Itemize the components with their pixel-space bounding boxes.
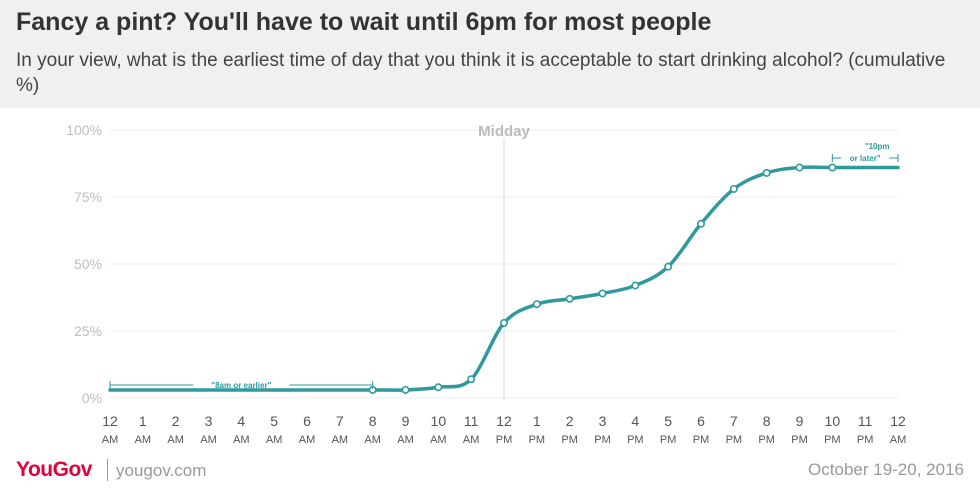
x-tick-period: PM <box>561 434 578 446</box>
data-point <box>729 184 738 193</box>
x-tick-hour: 1 <box>533 413 541 429</box>
x-tick-period: AM <box>397 434 414 446</box>
x-tick-period: PM <box>824 434 841 446</box>
chart-title: Fancy a pint? You'll have to wait until … <box>16 8 712 36</box>
footer-site: yougov.com <box>116 461 207 480</box>
x-tick-hour: 12 <box>102 413 118 429</box>
x-tick-hour: 6 <box>303 413 311 429</box>
x-tick-hour: 3 <box>599 413 607 429</box>
x-tick-period: PM <box>758 434 775 446</box>
x-tick-period: AM <box>364 434 381 446</box>
x-tick-period: PM <box>726 434 743 446</box>
x-tick-hour: 8 <box>763 413 771 429</box>
x-tick-period: AM <box>299 434 316 446</box>
y-tick-label: 25% <box>74 323 102 339</box>
line-chart: 0%25%50%75%100% Midday "8am or earlier""… <box>66 122 907 446</box>
x-tick-period: AM <box>135 434 152 446</box>
x-tick-period: PM <box>693 434 710 446</box>
x-tick-period: PM <box>594 434 611 446</box>
x-axis-ticks: 12AM1AM2AM3AM4AM5AM6AM7AM8AM9AM10AM11AM1… <box>102 413 907 446</box>
x-tick-hour: 7 <box>336 413 344 429</box>
range-label: "8am or earlier" <box>211 381 271 390</box>
x-tick-period: AM <box>890 434 907 446</box>
x-tick-period: PM <box>791 434 808 446</box>
x-tick-period: AM <box>200 434 217 446</box>
data-point <box>532 300 541 309</box>
midday-label: Midday <box>478 123 530 140</box>
y-tick-label: 50% <box>74 256 102 272</box>
x-tick-period: PM <box>660 434 677 446</box>
x-tick-period: AM <box>332 434 349 446</box>
x-tick-hour: 11 <box>858 413 873 429</box>
data-point <box>696 219 705 228</box>
range-label-line2: or later" <box>850 154 881 163</box>
x-tick-hour: 2 <box>172 413 180 429</box>
y-tick-label: 0% <box>82 390 102 406</box>
data-point <box>499 318 508 327</box>
x-tick-period: PM <box>496 434 513 446</box>
x-tick-hour: 4 <box>631 413 639 429</box>
x-tick-hour: 12 <box>890 413 906 429</box>
data-point <box>828 163 837 172</box>
x-tick-hour: 8 <box>369 413 377 429</box>
x-tick-period: PM <box>627 434 644 446</box>
range-annotations: "8am or earlier" "10pm or later" <box>109 142 899 390</box>
x-tick-period: PM <box>857 434 874 446</box>
x-tick-hour: 2 <box>566 413 574 429</box>
data-point <box>434 383 443 392</box>
data-point <box>401 385 410 394</box>
y-tick-label: 100% <box>66 122 102 138</box>
header: Fancy a pint? You'll have to wait until … <box>0 0 980 108</box>
x-tick-period: AM <box>233 434 250 446</box>
x-tick-hour: 10 <box>825 413 841 429</box>
x-tick-period: AM <box>102 434 119 446</box>
x-tick-hour: 5 <box>664 413 672 429</box>
x-tick-hour: 3 <box>205 413 213 429</box>
y-tick-label: 75% <box>74 189 102 205</box>
x-tick-hour: 11 <box>464 413 479 429</box>
x-tick-hour: 5 <box>270 413 278 429</box>
x-tick-hour: 4 <box>237 413 245 429</box>
data-point <box>467 375 476 384</box>
x-tick-hour: 10 <box>431 413 447 429</box>
x-tick-hour: 12 <box>496 413 512 429</box>
x-tick-period: PM <box>529 434 546 446</box>
data-point <box>565 294 574 303</box>
data-point <box>598 289 607 298</box>
x-tick-period: AM <box>266 434 283 446</box>
x-tick-hour: 9 <box>796 413 804 429</box>
x-tick-period: AM <box>430 434 447 446</box>
range-label-line1: "10pm <box>865 142 890 151</box>
y-axis-ticks: 0% 25% 50% 75% 100% <box>66 122 102 406</box>
midday-annotation: Midday <box>478 123 530 400</box>
x-tick-hour: 6 <box>697 413 705 429</box>
yougov-logo: YouGov <box>16 458 92 481</box>
chart-subtitle: In your view, what is the earliest time … <box>16 50 946 96</box>
x-tick-hour: 9 <box>402 413 410 429</box>
x-tick-hour: 1 <box>139 413 147 429</box>
data-point <box>631 281 640 290</box>
x-tick-period: AM <box>463 434 480 446</box>
footer-divider <box>107 459 108 481</box>
data-point <box>664 262 673 271</box>
data-point <box>795 163 804 172</box>
footer-date: October 19-20, 2016 <box>808 460 964 479</box>
x-tick-hour: 7 <box>730 413 738 429</box>
x-tick-period: AM <box>167 434 184 446</box>
data-point <box>762 168 771 177</box>
